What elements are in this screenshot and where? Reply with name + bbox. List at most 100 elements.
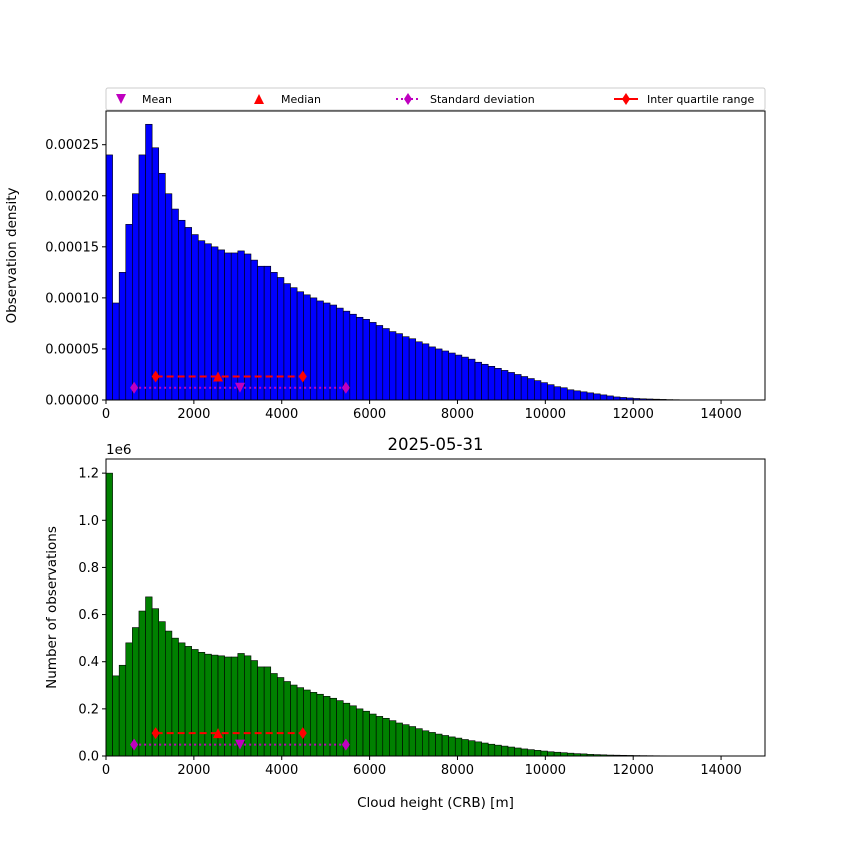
histogram-bar: [547, 384, 555, 401]
x-tick-label: 2000: [177, 763, 210, 778]
histogram-bar: [441, 735, 449, 757]
histogram-bar: [507, 746, 515, 757]
histogram-bar: [145, 123, 153, 401]
histogram-bar: [454, 354, 463, 401]
y-tick-label: 0.00010: [45, 291, 99, 306]
y-tick-label: 1.2: [78, 467, 99, 482]
x-tick-label: 12000: [613, 407, 654, 422]
histogram-bar: [237, 250, 245, 401]
histogram-bar: [171, 637, 179, 757]
legend-entry: Mean: [116, 93, 172, 106]
histogram-bar: [132, 193, 140, 401]
histogram-bar: [362, 710, 370, 757]
histogram-bar: [389, 331, 397, 401]
legend-entry: Inter quartile range: [614, 93, 754, 106]
y-offset-text: 1e6: [106, 442, 131, 458]
histogram-bar: [402, 336, 410, 401]
histogram-bar: [138, 154, 146, 401]
x-tick-label: 2000: [177, 407, 210, 422]
histogram-bar: [112, 675, 120, 757]
y-tick-label: 0.00005: [45, 342, 99, 357]
histogram-bar: [474, 741, 482, 757]
histogram-bar: [362, 319, 370, 401]
histogram-bar: [553, 386, 562, 401]
histogram-bar: [487, 743, 496, 757]
histogram-bar: [303, 689, 311, 757]
histogram-bar: [514, 747, 522, 757]
histogram-bar: [428, 732, 436, 757]
legend-label: Standard deviation: [430, 93, 535, 106]
histogram-bar: [408, 726, 417, 757]
histogram-bar: [501, 745, 509, 757]
histogram-bar: [593, 393, 601, 401]
histogram-bar: [270, 673, 278, 757]
axes-frame: [105, 110, 766, 401]
x-axis-label: Cloud height (CRB) [m]: [357, 795, 514, 811]
std-dev-marker: [130, 738, 139, 751]
legend-label: Mean: [142, 93, 172, 106]
histogram-bar: [534, 380, 542, 401]
x-tick-label: 14000: [700, 407, 741, 422]
iqr-marker: [151, 370, 160, 383]
histogram-bar: [329, 304, 337, 401]
histogram-bar: [211, 654, 219, 757]
legend: Mean Median Standard deviation Inter quarti…: [105, 87, 766, 111]
legend-marker: [116, 94, 126, 104]
histogram-bar: [402, 724, 410, 757]
histogram-bar: [197, 651, 206, 757]
histogram-bar: [547, 751, 555, 757]
histogram-bar: [296, 291, 304, 401]
histogram-bar: [435, 733, 443, 757]
histogram-bar: [204, 653, 212, 757]
histogram-bar: [501, 370, 509, 401]
histogram-bar: [520, 376, 529, 401]
y-tick-label: 1.0: [78, 514, 99, 529]
x-tick-label: 14000: [700, 763, 741, 778]
histogram-bar: [448, 736, 456, 757]
histogram-bar: [158, 172, 166, 401]
histogram-bar: [375, 716, 384, 757]
density-histogram-panel: 0 2000 4000 6000 8000 10000 12000 14000 0.00000 0…: [4, 110, 766, 422]
histogram-bar: [277, 277, 285, 401]
legend-marker: [254, 94, 264, 104]
histogram-bar: [105, 472, 113, 757]
histogram-bar: [441, 350, 449, 401]
histogram-bar: [395, 333, 403, 401]
histogram-bar: [560, 387, 568, 401]
x-tick-label: 0: [102, 763, 110, 778]
x-tick-label: 4000: [265, 407, 298, 422]
histogram-bar: [171, 208, 179, 401]
histogram-bar: [428, 346, 436, 401]
histogram-bar: [573, 390, 581, 401]
histogram-bar: [158, 621, 166, 757]
y-axis-label: Number of observations: [44, 526, 60, 689]
histogram-bar: [151, 147, 160, 401]
x-tick-label: 8000: [441, 763, 474, 778]
histogram-bar: [145, 596, 153, 757]
histogram-bar: [217, 655, 225, 757]
x-tick-label: 6000: [353, 407, 386, 422]
histogram-bar: [494, 744, 502, 757]
histogram-bar: [329, 697, 337, 757]
y-tick-label: 0.00015: [45, 240, 99, 255]
x-tick-label: 10000: [525, 407, 566, 422]
histogram-bar: [422, 343, 430, 401]
histogram-bar: [540, 750, 548, 757]
count-histogram-panel: 0 2000 4000 6000 8000 10000 12000 14000 0.0 0.2 0.…: [44, 435, 766, 811]
chart-title: 2025-05-31: [388, 435, 484, 454]
histogram-bar: [422, 730, 430, 757]
histogram-bar: [408, 338, 417, 401]
histogram-bar: [178, 642, 186, 757]
histogram-bar: [382, 717, 390, 757]
x-tick-label: 0: [102, 407, 110, 422]
histogram-bar: [454, 737, 463, 757]
histogram-bar: [369, 713, 377, 757]
histogram-bar: [520, 748, 529, 757]
histogram-bar: [316, 300, 324, 401]
histogram-bar: [323, 302, 331, 401]
histogram-bar: [514, 374, 522, 401]
histogram-bar: [481, 742, 489, 757]
histogram-bar: [369, 322, 377, 401]
histogram-bar: [382, 328, 390, 401]
